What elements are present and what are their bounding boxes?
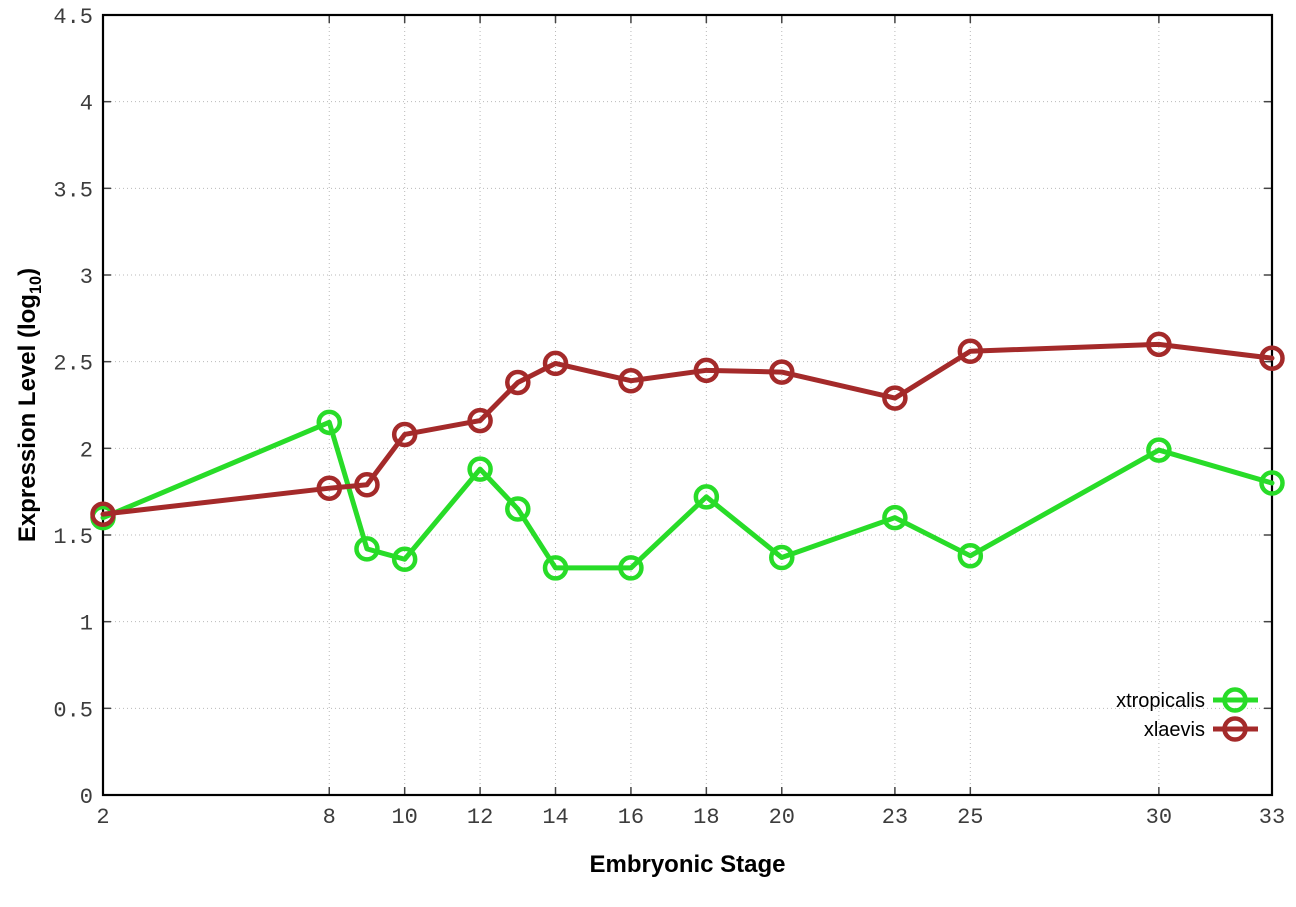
- x-tick-label: 8: [323, 805, 336, 830]
- y-tick-label: 0: [80, 785, 93, 810]
- x-tick-label: 16: [618, 805, 644, 830]
- data-point-xtropicalis: [316, 409, 343, 436]
- series-line-xtropicalis: [100, 419, 1275, 571]
- data-point-xtropicalis: [467, 456, 493, 482]
- data-point-xtropicalis: [505, 496, 531, 522]
- x-tick-label: 12: [467, 805, 493, 830]
- y-tick-label: 3.5: [53, 178, 93, 203]
- x-tick-label: 2: [96, 805, 109, 830]
- y-tick-label: 4.5: [53, 5, 93, 30]
- data-point-xlaevis: [542, 350, 569, 377]
- x-tick-label: 30: [1146, 805, 1172, 830]
- data-point-xlaevis: [957, 338, 984, 365]
- data-point-xtropicalis: [693, 484, 720, 510]
- data-point-xtropicalis: [391, 546, 418, 573]
- y-axis-title-subscript: 10: [26, 275, 45, 295]
- x-tick-label: 20: [769, 805, 795, 830]
- data-point-xlaevis: [618, 367, 644, 394]
- legend-marker-xlaevis: [1222, 716, 1248, 742]
- data-point-xlaevis: [882, 385, 908, 411]
- data-point-xtropicalis: [1146, 437, 1172, 463]
- y-tick-label: 1.5: [53, 525, 93, 550]
- y-tick-label: 1: [80, 612, 93, 637]
- plot-border: [101, 13, 1274, 797]
- x-tick-label: 14: [542, 805, 568, 830]
- data-point-xtropicalis: [957, 543, 984, 569]
- data-point-xtropicalis: [769, 544, 795, 571]
- y-axis-title: Expression Level (log10): [14, 268, 46, 542]
- series-line-xlaevis: [100, 341, 1275, 517]
- y-tick-label: 4: [80, 92, 93, 117]
- x-tick-label: 18: [693, 805, 719, 830]
- x-tick-label: 33: [1259, 805, 1285, 830]
- data-point-xtropicalis: [354, 536, 380, 562]
- y-axis-title-text: Expression Level (log: [14, 294, 42, 543]
- y-tick-label: 2.5: [53, 352, 93, 377]
- data-point-xlaevis: [1146, 331, 1172, 358]
- legend-marker-xtropicalis: [1222, 687, 1248, 713]
- data-point-xlaevis: [90, 501, 116, 527]
- data-point-xtropicalis: [1259, 470, 1285, 496]
- legend-label-xlaevis: xlaevis: [1144, 719, 1205, 741]
- y-tick-label: 3: [80, 265, 93, 290]
- data-point-xlaevis: [693, 357, 720, 384]
- y-axis-title-suffix: ): [14, 267, 42, 276]
- x-tick-label: 25: [957, 805, 983, 830]
- legend-label-xtropicalis: xtropicalis: [1116, 690, 1205, 712]
- data-point-xtropicalis: [542, 555, 569, 581]
- data-point-xlaevis: [467, 407, 493, 434]
- x-axis-title: Embryonic Stage: [589, 851, 786, 878]
- x-tick-label: 23: [882, 805, 908, 830]
- data-point-xtropicalis: [882, 504, 908, 531]
- data-point-xlaevis: [1259, 345, 1285, 371]
- y-tick-label: 2: [80, 438, 93, 463]
- data-point-xlaevis: [505, 369, 531, 396]
- data-point-xtropicalis: [618, 555, 644, 581]
- data-point-xlaevis: [354, 471, 380, 498]
- y-tick-label: 0.5: [53, 698, 93, 723]
- data-point-xlaevis: [391, 421, 418, 448]
- x-tick-label: 10: [391, 805, 417, 830]
- data-point-xlaevis: [316, 475, 343, 501]
- data-point-xlaevis: [769, 359, 795, 385]
